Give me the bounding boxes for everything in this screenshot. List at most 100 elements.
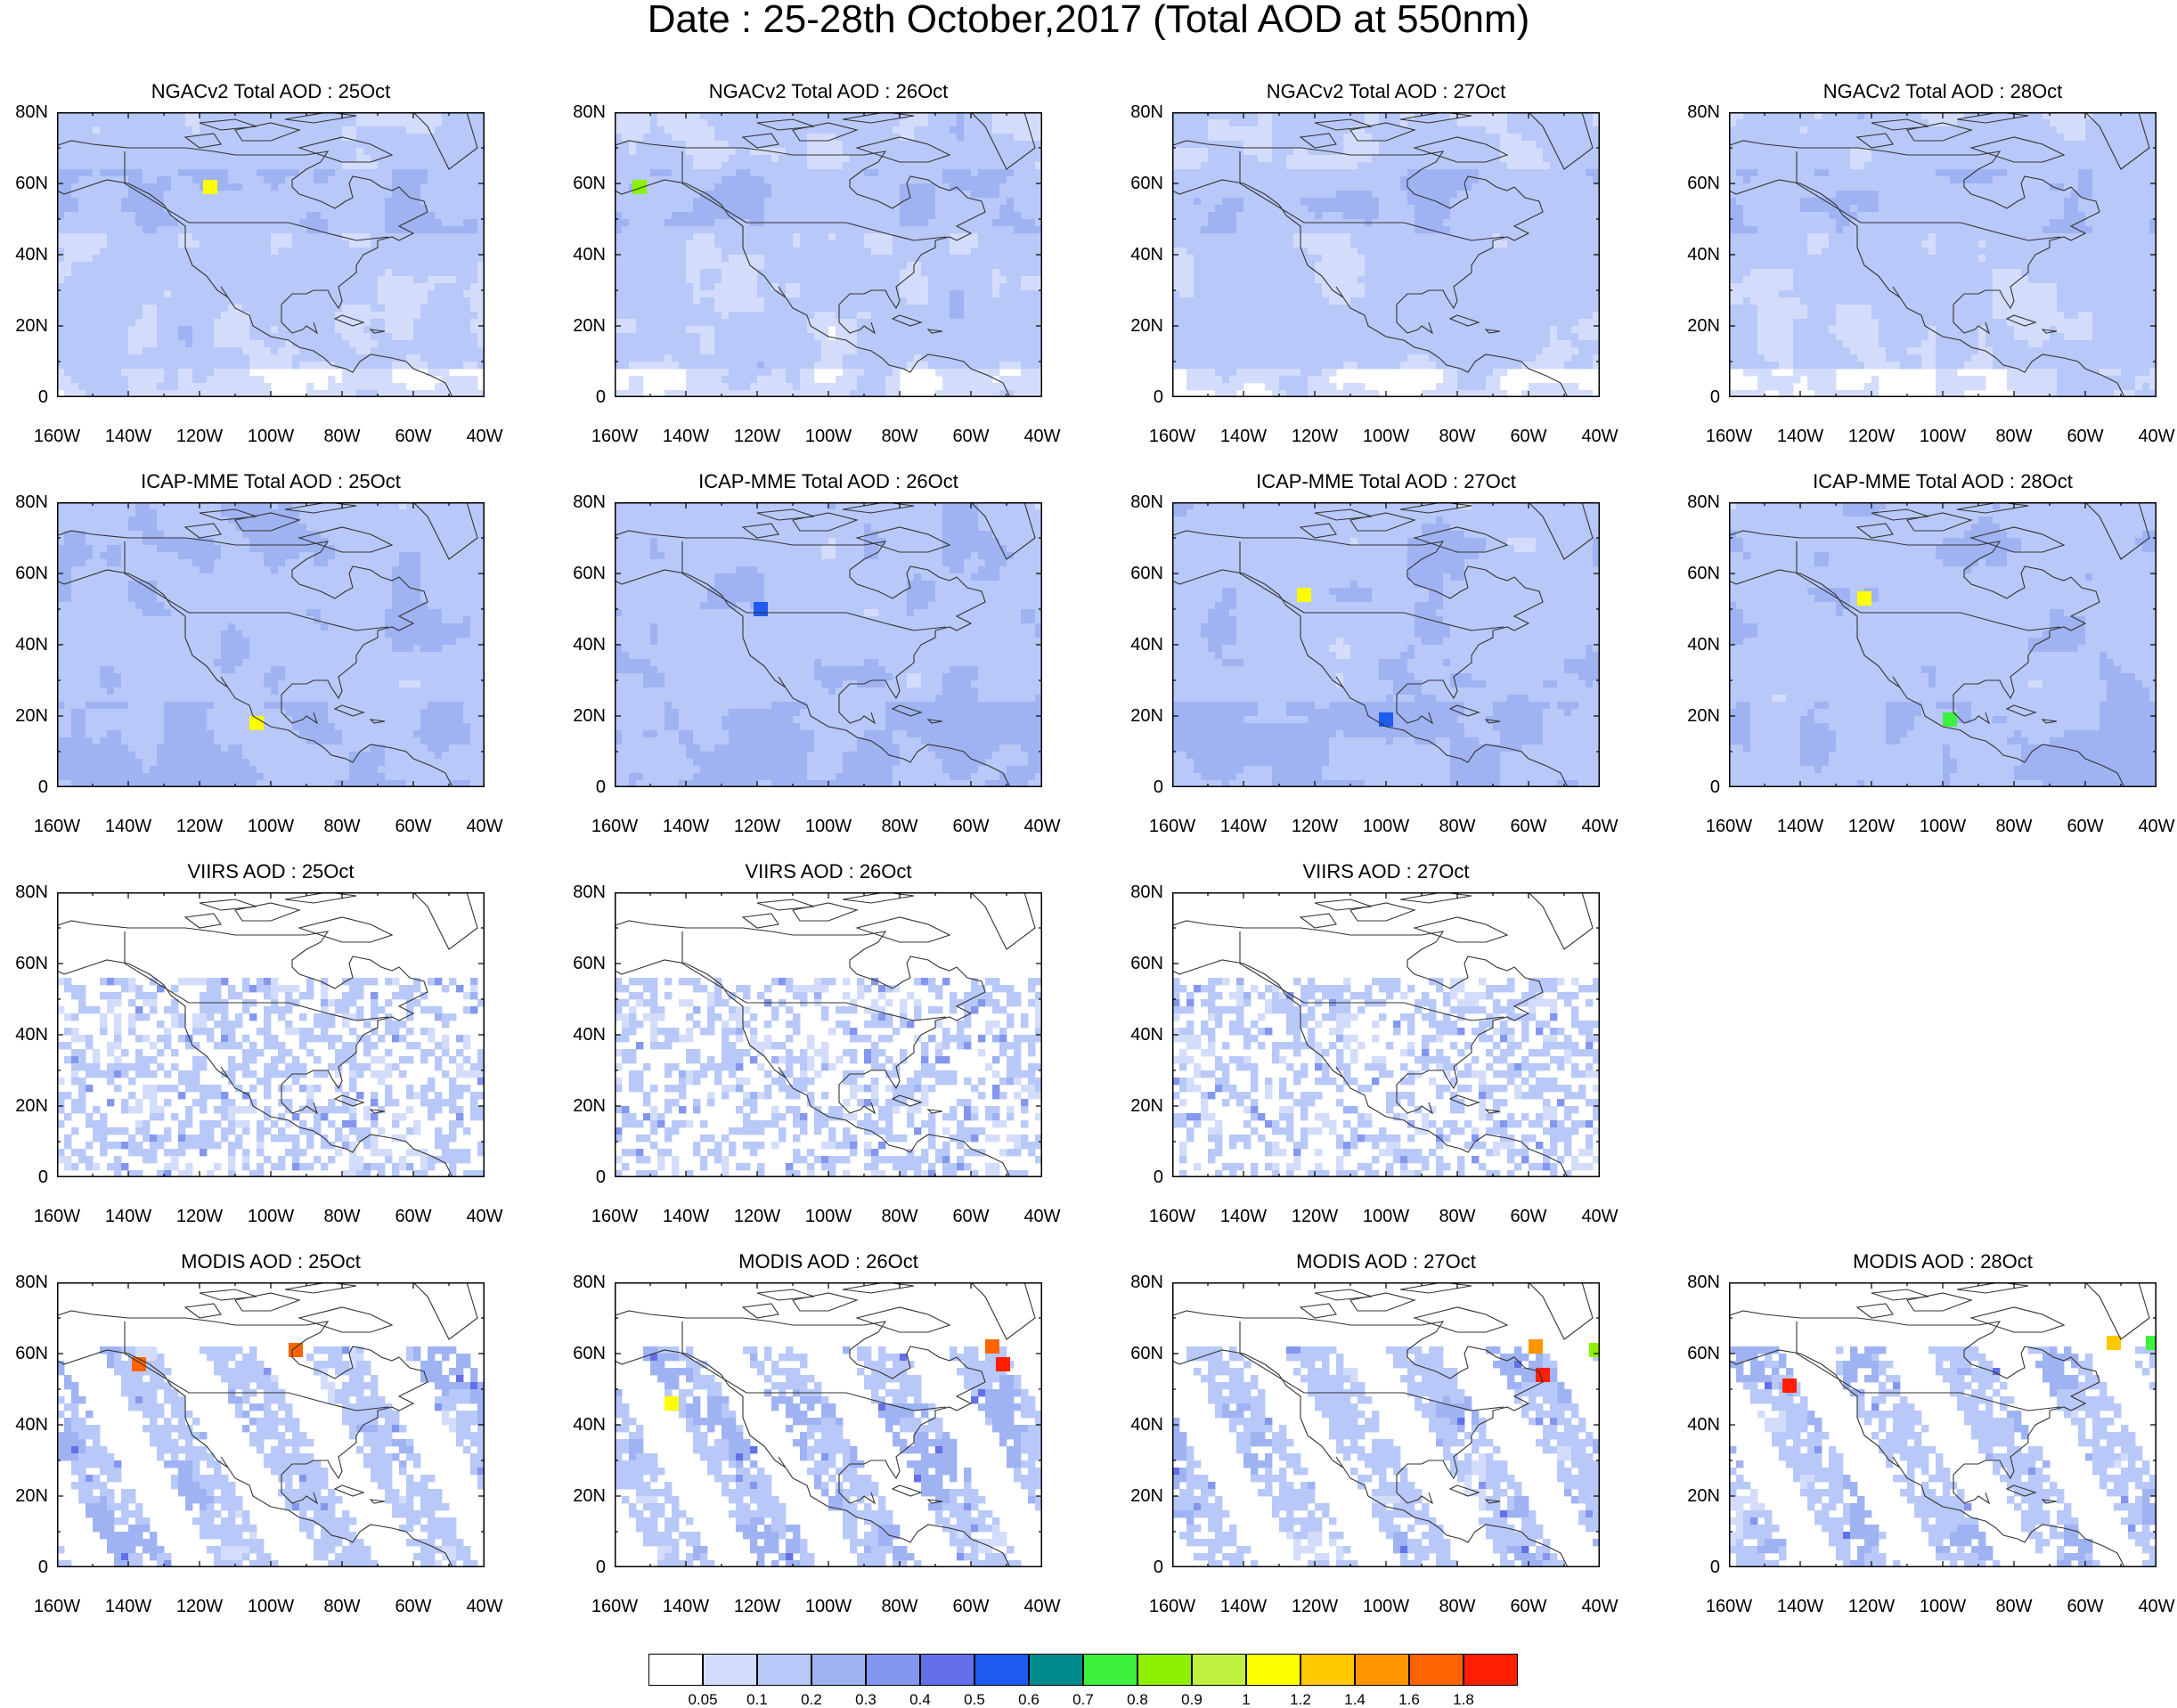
- aod-cell: [200, 276, 208, 284]
- aod-cell: [850, 183, 858, 191]
- aod-cell: [264, 326, 272, 334]
- aod-cell: [321, 119, 329, 127]
- aod-cell: [978, 233, 986, 241]
- aod-cell: [807, 297, 815, 305]
- aod-cell: [857, 283, 865, 291]
- aod-cell: [363, 141, 371, 149]
- aod-cell: [335, 198, 343, 206]
- aod-cell: [399, 126, 407, 134]
- aod-cell: [1035, 326, 1042, 334]
- aod-cell: [157, 333, 165, 341]
- aod-cell: [672, 205, 680, 213]
- aod-cell: [1186, 219, 1194, 227]
- aod-cell: [928, 347, 936, 355]
- aod-cell: [657, 119, 665, 127]
- aod-cell: [249, 148, 257, 156]
- aod-cell: [406, 255, 414, 263]
- aod-cell: [306, 134, 314, 142]
- aod-cell: [942, 112, 950, 120]
- aod-cell: [86, 126, 94, 134]
- aod-cell: [928, 312, 936, 320]
- aod-cell: [828, 112, 836, 120]
- aod-cell: [729, 148, 737, 156]
- aod-cell: [178, 276, 186, 284]
- aod-cell: [207, 226, 215, 234]
- aod-cell: [615, 312, 623, 320]
- aod-cell: [150, 276, 158, 284]
- aod-cell: [1179, 240, 1187, 248]
- aod-cell: [463, 240, 471, 248]
- aod-cell: [864, 340, 872, 348]
- aod-cell: [271, 248, 279, 256]
- aod-cell: [100, 112, 108, 120]
- aod-cell: [942, 269, 950, 277]
- aod-cell: [714, 362, 722, 370]
- aod-cell: [957, 319, 965, 327]
- aod-cell: [643, 148, 651, 156]
- aod-cell: [964, 169, 972, 177]
- island-outline: [756, 118, 815, 131]
- aod-cell: [221, 319, 229, 327]
- aod-cell: [385, 290, 393, 298]
- aod-cell: [650, 219, 658, 227]
- aod-cell: [885, 312, 893, 320]
- aod-cell: [643, 112, 651, 120]
- aod-cell: [242, 269, 250, 277]
- aod-cell: [836, 333, 844, 341]
- aod-cell: [657, 183, 665, 191]
- aod-cell: [385, 134, 393, 142]
- aod-cell: [764, 362, 772, 370]
- aod-cell: [242, 176, 250, 184]
- aod-cell: [157, 162, 165, 170]
- aod-cell: [442, 255, 450, 263]
- aod-cell: [893, 347, 901, 355]
- aod-cell: [893, 176, 901, 184]
- aod-cell: [1021, 269, 1029, 277]
- aod-cell: [164, 148, 172, 156]
- aod-cell: [100, 340, 108, 348]
- aod-cell: [821, 326, 829, 334]
- aod-cell: [114, 248, 122, 256]
- aod-cell: [843, 262, 851, 270]
- aod-cell: [257, 383, 265, 391]
- aod-cell: [463, 226, 471, 234]
- aod-cell: [1208, 205, 1216, 213]
- aod-cell: [985, 290, 993, 298]
- aod-cell: [128, 226, 136, 234]
- aod-cell: [942, 119, 950, 127]
- aod-cell: [857, 333, 865, 341]
- aod-cell: [442, 326, 450, 334]
- aod-cell: [814, 312, 822, 320]
- aod-cell: [185, 312, 193, 320]
- aod-cell: [985, 148, 993, 156]
- aod-cell: [171, 269, 179, 277]
- aod-cell: [442, 176, 450, 184]
- aod-cell: [743, 290, 751, 298]
- aod-cell: [615, 305, 623, 313]
- aod-cell: [828, 269, 836, 277]
- aod-cell: [985, 141, 993, 149]
- aod-cell: [278, 269, 286, 277]
- aod-cell: [771, 262, 779, 270]
- aod-cell: [64, 112, 72, 120]
- aod-cell: [178, 240, 186, 248]
- aod-cell: [878, 305, 886, 313]
- aod-cell: [314, 290, 322, 298]
- aod-cell: [328, 212, 336, 220]
- aod-cell: [456, 212, 464, 220]
- aod-cell: [264, 148, 272, 156]
- aod-cell: [228, 191, 236, 199]
- aod-cell: [672, 312, 680, 320]
- aod-cell: [428, 141, 436, 149]
- aod-cell: [950, 290, 958, 298]
- aod-cell: [114, 126, 122, 134]
- aod-cell: [636, 390, 644, 397]
- aod-cell: [928, 183, 936, 191]
- aod-cell: [399, 312, 407, 320]
- aod-cell: [707, 376, 715, 384]
- aod-cell: [278, 148, 286, 156]
- aod-cell: [907, 233, 915, 241]
- aod-cell: [999, 326, 1007, 334]
- aod-cell: [764, 240, 772, 248]
- aod-cell: [629, 233, 637, 241]
